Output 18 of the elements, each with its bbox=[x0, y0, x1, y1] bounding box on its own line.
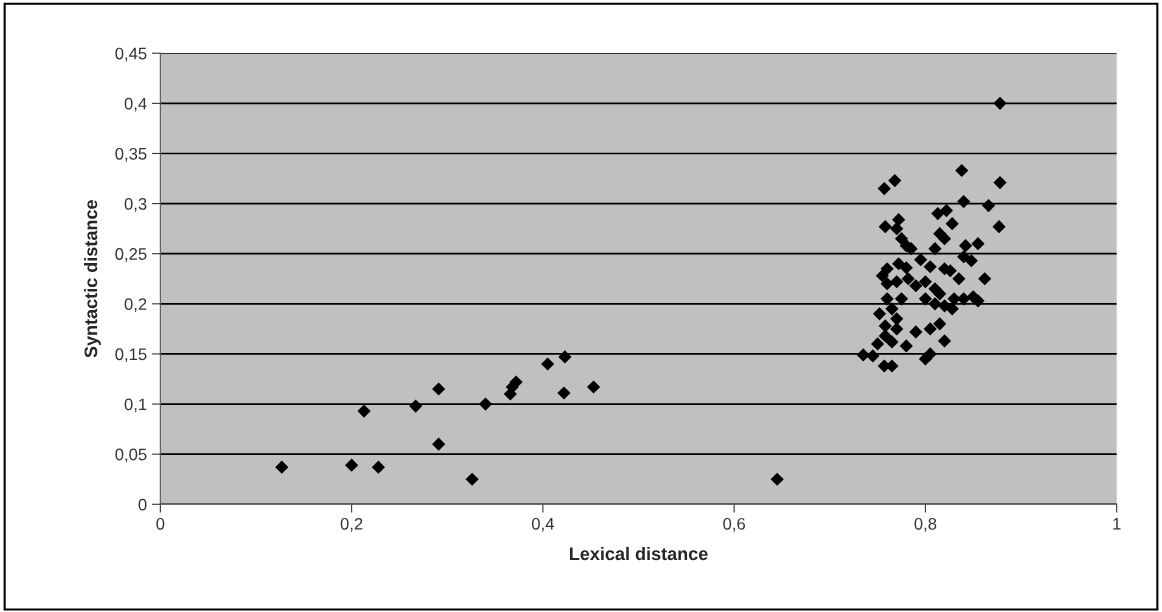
x-tick-label: 0 bbox=[156, 517, 165, 530]
y-tick-label: 0,25 bbox=[115, 248, 147, 262]
y-tick-label: 0,35 bbox=[115, 147, 147, 162]
y-tick-label: 0,2 bbox=[124, 298, 147, 312]
y-tick-label: 0,3 bbox=[124, 197, 147, 212]
y-tick-label: 0 bbox=[138, 498, 147, 511]
y-axis-title: Syntactic distance bbox=[84, 200, 101, 358]
x-tick-label: 1 bbox=[1113, 518, 1121, 530]
x-tick-label: 0,6 bbox=[723, 517, 745, 532]
y-tick-label: 0,4 bbox=[124, 97, 147, 112]
x-axis-title: Lexical distance bbox=[569, 546, 708, 561]
y-tick-label: 0,1 bbox=[124, 398, 147, 413]
x-tick-label: 0,4 bbox=[531, 517, 554, 532]
y-tick-label: 0,45 bbox=[115, 47, 147, 62]
x-tick-label: 0,8 bbox=[914, 517, 937, 532]
y-tick-label: 0,15 bbox=[115, 348, 147, 363]
y-tick-label: 0,05 bbox=[115, 448, 147, 463]
x-tick-label: 0,2 bbox=[340, 517, 363, 532]
